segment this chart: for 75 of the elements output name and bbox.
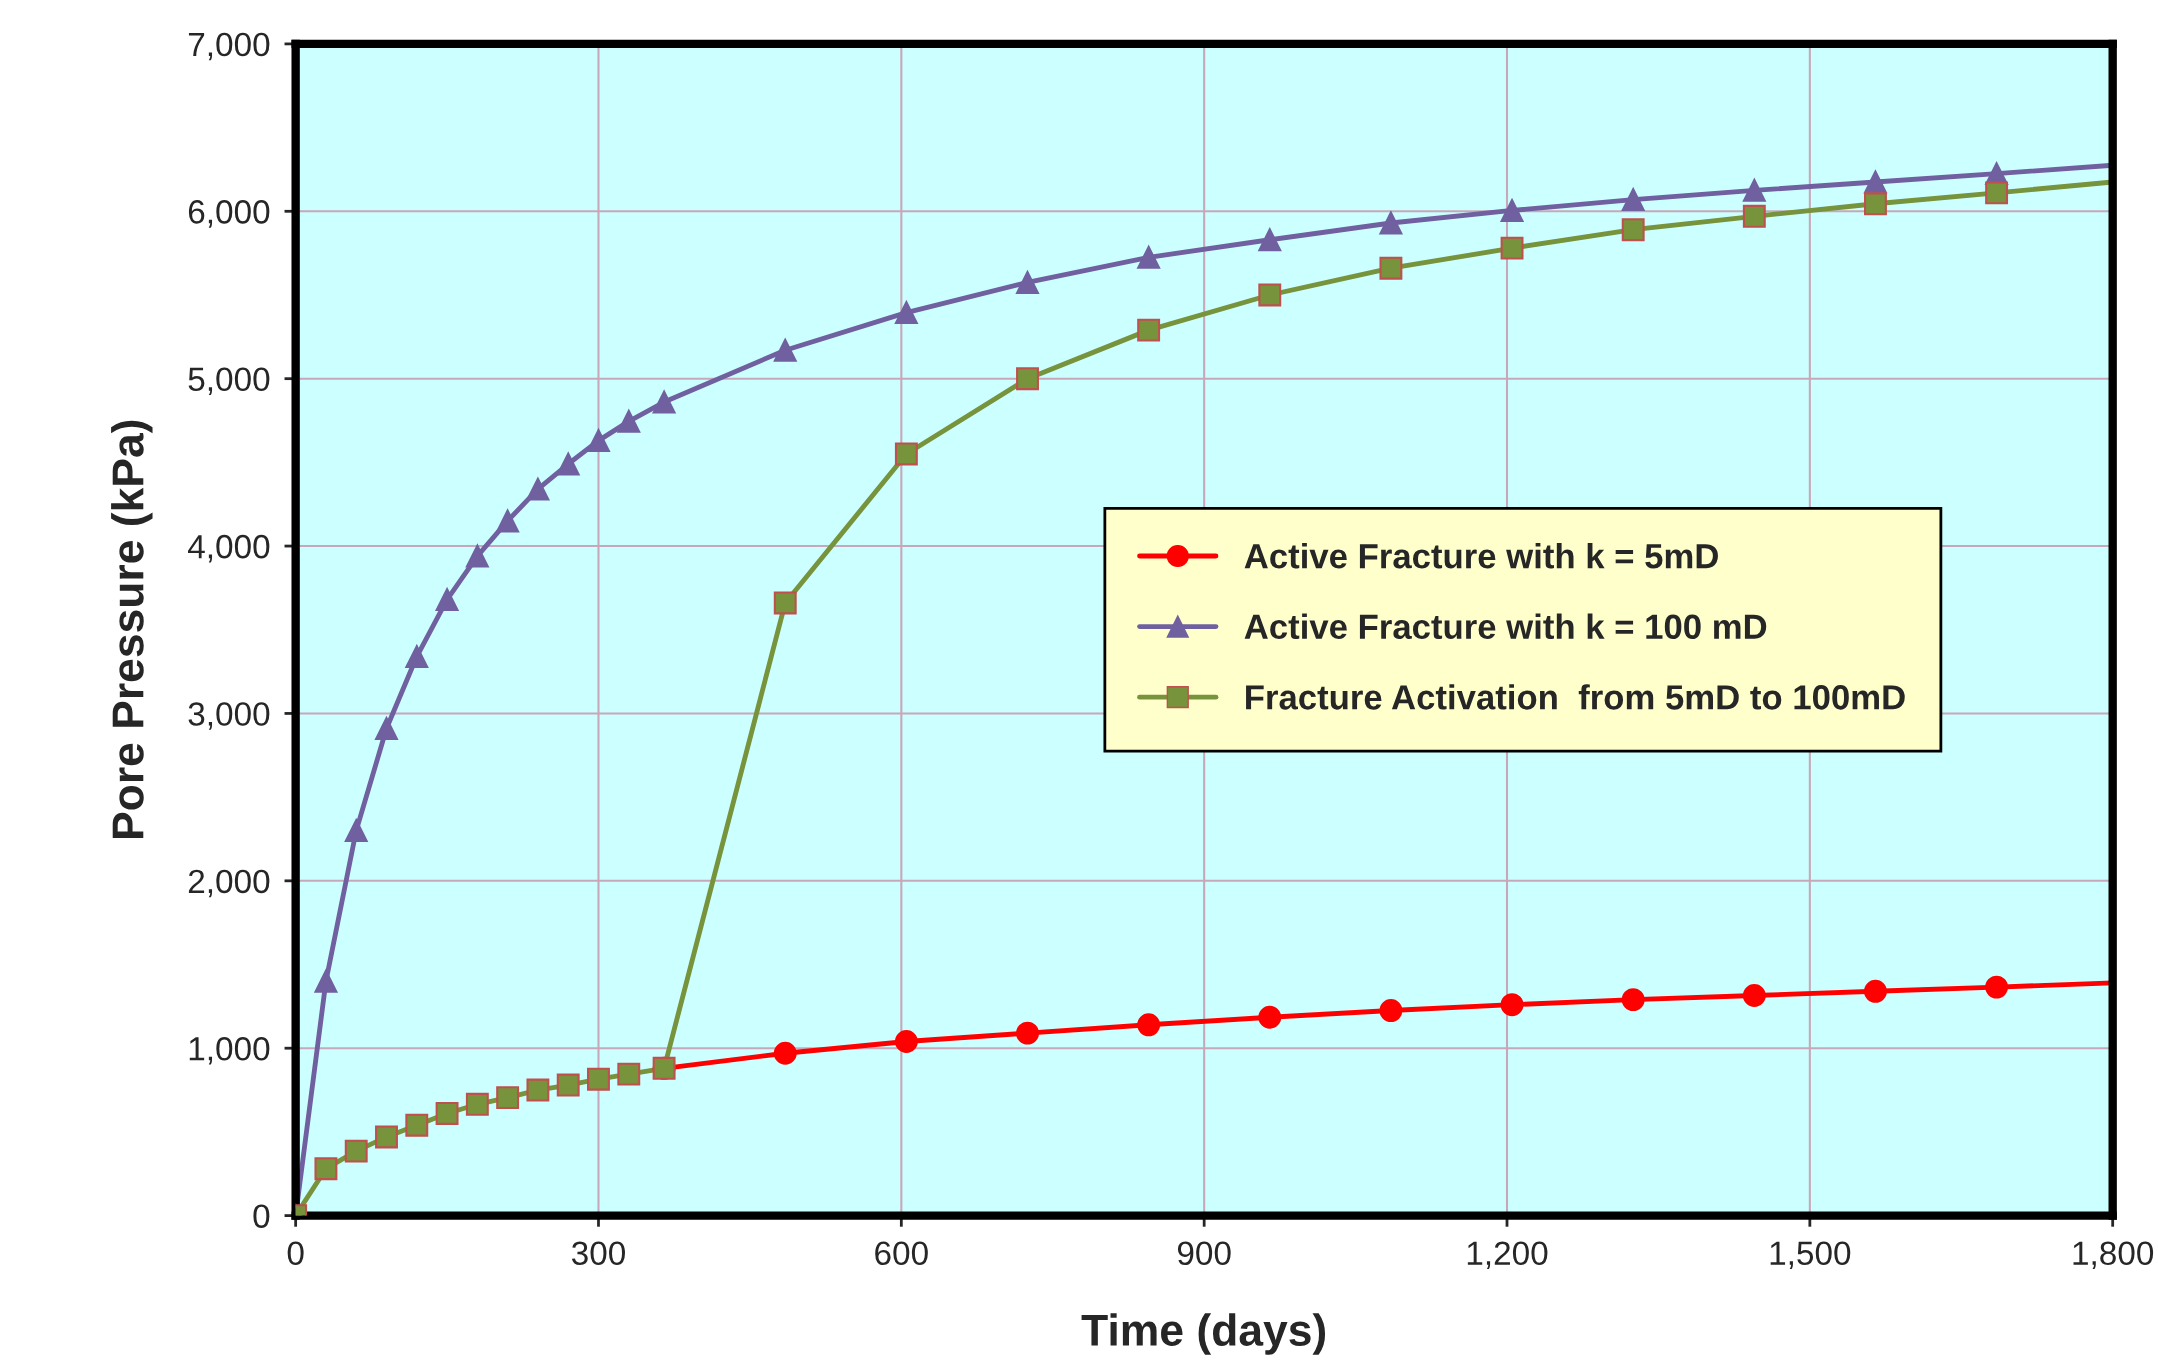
point	[556, 452, 580, 476]
point	[1621, 218, 1645, 242]
point	[1742, 984, 1766, 1007]
point	[496, 509, 520, 533]
point	[344, 1139, 368, 1163]
point	[894, 301, 918, 325]
point	[1500, 236, 1524, 260]
x-tick-label: 600	[875, 1241, 928, 1266]
y-tick-label: 1,000	[189, 1037, 270, 1065]
point	[1985, 975, 2009, 999]
x-tick-label: 300	[571, 1241, 625, 1266]
point	[1258, 228, 1282, 252]
point	[894, 1030, 918, 1053]
point	[1379, 999, 1403, 1022]
point	[894, 442, 918, 466]
point	[496, 1086, 520, 1110]
point	[1500, 993, 1524, 1017]
point	[1137, 318, 1161, 342]
point	[375, 1125, 398, 1149]
point	[1137, 245, 1161, 269]
point	[526, 1078, 550, 1102]
legend-label: Active Fracture with k = 100 mD	[1244, 613, 1767, 640]
y-tick-label: 5,000	[188, 367, 270, 396]
point	[435, 1102, 459, 1125]
point	[1379, 256, 1403, 280]
x-tick-label: 900	[1177, 1241, 1231, 1266]
point	[1742, 204, 1766, 228]
y-tick-label: 2,000	[188, 869, 270, 898]
point	[465, 544, 489, 568]
point	[587, 429, 610, 453]
point	[526, 477, 550, 501]
point	[1016, 270, 1039, 294]
point	[652, 390, 676, 414]
point	[1137, 1013, 1161, 1037]
point	[435, 588, 459, 612]
point	[465, 1092, 489, 1116]
point	[1864, 192, 1887, 216]
point	[587, 1067, 610, 1091]
point	[773, 1041, 797, 1065]
point	[773, 591, 797, 615]
point	[314, 969, 338, 993]
point	[1742, 178, 1766, 202]
point	[773, 338, 797, 362]
point	[556, 1073, 580, 1097]
point	[1621, 988, 1645, 1012]
point	[405, 1113, 429, 1137]
legend-label: Fracture Activation from 5mD to 100mD	[1246, 684, 1905, 710]
x-tick-label: 1,500	[1770, 1241, 1851, 1270]
point	[1864, 170, 1887, 194]
point	[1864, 979, 1887, 1003]
y-tick-label: 7,000	[188, 32, 270, 61]
x-axis-title: Time (days)	[1081, 1313, 1326, 1355]
point	[1500, 198, 1524, 222]
point	[1016, 367, 1039, 391]
y-tick-label: 3,000	[188, 702, 270, 730]
point	[1258, 1005, 1282, 1029]
y-tick-label: 4,000	[188, 534, 270, 563]
point	[1016, 1021, 1039, 1045]
x-tick-label: 0	[287, 1241, 304, 1266]
point	[405, 645, 429, 668]
x-tick-label: 1,200	[1467, 1241, 1548, 1270]
y-axis-title: Pore Pressure (kPa)	[111, 420, 153, 838]
y-tick-label: 0	[253, 1204, 270, 1228]
x-tick-label: 1,800	[2073, 1241, 2154, 1270]
point	[344, 819, 368, 843]
point	[1379, 211, 1403, 235]
legend-label: Active Fracture with k = 5mD	[1244, 543, 1718, 569]
point	[617, 409, 641, 433]
y-tick-label: 6,000	[188, 200, 270, 228]
point	[1985, 181, 2009, 205]
point	[314, 1157, 338, 1181]
point	[1621, 188, 1645, 212]
point	[1258, 283, 1282, 307]
point	[375, 717, 398, 740]
point	[617, 1062, 641, 1086]
